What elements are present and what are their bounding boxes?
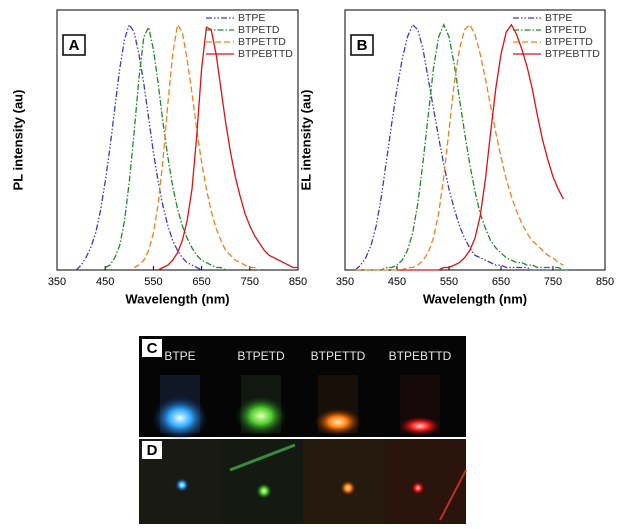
device-glow [411, 481, 425, 495]
panel-label-box [350, 34, 374, 56]
spectrum-line [355, 23, 564, 271]
spectrum-line [397, 23, 564, 271]
spectrum-line [157, 26, 298, 271]
x-tick-label: 450 [96, 276, 114, 288]
photo-panel-d: D [139, 439, 467, 524]
device-glow [256, 483, 272, 499]
x-tick-label: 650 [192, 276, 210, 288]
legend-label: BTPE [545, 12, 572, 24]
legend-label: BTPEBTTD [545, 48, 600, 60]
x-tick-label: 550 [144, 276, 162, 288]
light-streak [229, 443, 296, 472]
plot-frame [344, 9, 606, 271]
panel-label-box [62, 34, 86, 56]
x-tick-label: 750 [544, 276, 562, 288]
legend-label: BTPE [238, 12, 265, 24]
sample-caption: BTPEBTTD [389, 349, 452, 363]
sample-caption: BTPETD [237, 349, 285, 363]
panel-label-box [142, 339, 162, 357]
panel-label-box [142, 441, 162, 459]
chart-panel: 350 450 550 650 750 850 Wavelength (nm) PL inte… [10, 9, 307, 306]
legend-label: BTPETD [545, 24, 587, 36]
sample-caption: BTPE [164, 349, 195, 363]
chart-panel: 350 450 550 650 750 850 Wavelength (nm) EL inte… [298, 9, 614, 306]
x-tick-label: 550 [440, 276, 458, 288]
x-axis-label: Wavelength (nm) [423, 291, 527, 306]
x-tick-label: 850 [289, 276, 307, 288]
photo-cell [385, 439, 466, 524]
spectrum-line [354, 23, 569, 271]
panel-label: C [147, 340, 158, 357]
emission-glow [398, 416, 442, 436]
sample-caption: BTPETTD [311, 349, 366, 363]
emission-glow [314, 408, 362, 436]
panel-label: A [69, 37, 80, 54]
photo-cell [221, 439, 303, 524]
legend-label: BTPETTD [238, 36, 286, 48]
emission-glow [235, 396, 287, 436]
x-tick-label: 450 [388, 276, 406, 288]
light-streak [439, 469, 467, 521]
legend-label: BTPETD [238, 24, 280, 36]
device-glow [340, 480, 356, 496]
device-glow [175, 478, 189, 492]
spectrum-line [133, 22, 260, 271]
plot-frame [56, 9, 299, 271]
x-axis-label: Wavelength (nm) [125, 291, 229, 306]
emission-glow [152, 396, 208, 440]
photo-panel-c: C BTPE BTPETD BTPETTD BTPEBTTD [139, 336, 466, 440]
x-tick-label: 750 [241, 276, 259, 288]
y-axis-label: PL intensity (au) [10, 90, 25, 191]
legend-label: BTPEBTTD [238, 48, 293, 60]
spectrum-line [75, 23, 202, 271]
spectrum-line [355, 23, 569, 271]
x-tick-label: 350 [336, 276, 354, 288]
x-tick-label: 650 [492, 276, 510, 288]
spectrum-line [104, 25, 227, 271]
x-tick-label: 350 [48, 276, 66, 288]
x-tick-label: 850 [596, 276, 614, 288]
y-axis-label: EL intensity (au) [298, 90, 313, 191]
legend-label: BTPETTD [545, 36, 593, 48]
panel-label: B [357, 37, 368, 54]
panel-label: D [147, 442, 158, 459]
